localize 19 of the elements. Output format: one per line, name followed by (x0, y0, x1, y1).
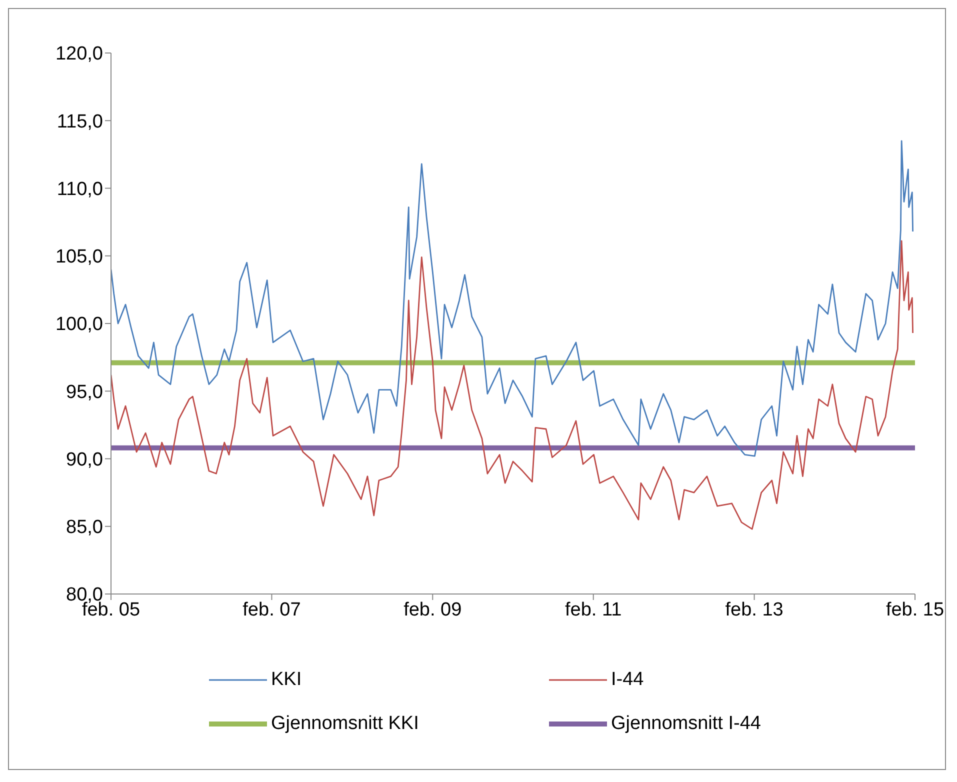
line-series (111, 140, 914, 457)
y-tick-label: 120,0 (55, 44, 103, 65)
line-series (111, 240, 914, 530)
legend-label: Gjennomsnitt I-44 (611, 713, 761, 735)
x-tick-label: feb. 11 (565, 599, 622, 620)
y-tick-label: 95,0 (66, 382, 103, 403)
y-tick-label: 90,0 (66, 449, 103, 470)
y-tick-label: 85,0 (66, 517, 103, 538)
x-tick-label: feb. 13 (725, 599, 784, 620)
x-tick-label: feb. 15 (886, 599, 944, 620)
legend-label: I-44 (611, 669, 644, 691)
legend-label: KKI (271, 669, 302, 691)
x-tick-label: feb. 09 (404, 599, 462, 620)
y-tick-label: 115,0 (56, 111, 103, 132)
y-tick-label: 105,0 (55, 246, 103, 268)
legend-label: Gjennomsnitt KKI (271, 713, 419, 735)
y-tick-label: 100,0 (55, 314, 103, 336)
y-tick-label: 110,0 (56, 178, 103, 200)
x-tick-label: feb. 07 (242, 599, 301, 620)
